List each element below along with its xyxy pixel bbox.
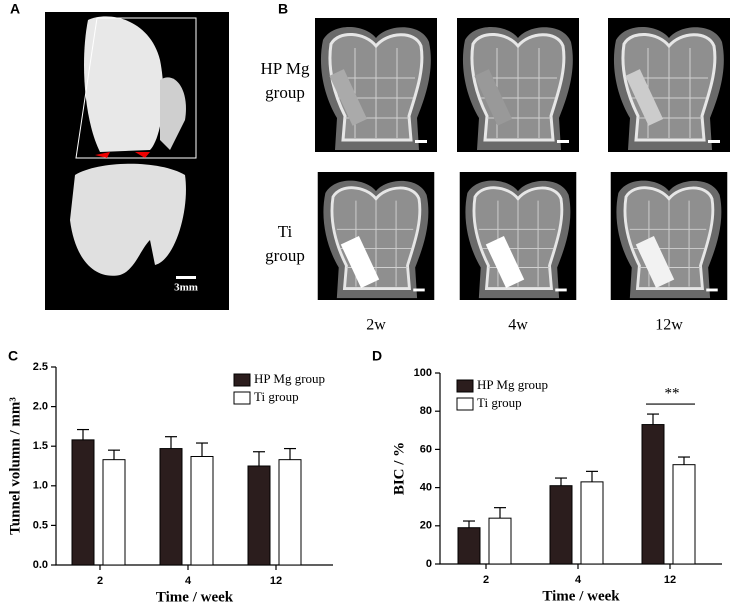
- row-label: group: [265, 83, 305, 102]
- implant: [635, 236, 675, 288]
- femur-render: [160, 77, 186, 150]
- implant: [485, 236, 525, 288]
- y-tick-label: 2.5: [33, 361, 48, 373]
- bar: [580, 481, 604, 565]
- implant: [625, 69, 664, 126]
- y-tick-label: 100: [414, 367, 432, 379]
- implant: [474, 69, 513, 126]
- femur-render: [84, 16, 164, 152]
- panel-label: B: [278, 1, 288, 17]
- y-tick-label: 40: [420, 482, 432, 494]
- marker: [95, 152, 150, 158]
- x-tick-label: 12: [270, 575, 282, 587]
- ct-image: [608, 17, 730, 153]
- bar: [278, 459, 302, 566]
- bar: [457, 527, 481, 565]
- bar: [102, 459, 126, 566]
- ct-image: [315, 17, 437, 153]
- x-tick-label: 4: [185, 575, 192, 587]
- y-tick-label: 20: [420, 520, 432, 532]
- legend-swatch: [233, 391, 251, 405]
- column-label: 2w: [366, 317, 386, 334]
- bar: [190, 455, 214, 566]
- column-label: 4w: [508, 317, 528, 334]
- bar: [549, 485, 573, 565]
- tibia-render: [70, 163, 186, 276]
- implant: [329, 69, 368, 126]
- legend-swatch: [233, 373, 251, 387]
- legend-label: HP Mg group: [254, 371, 325, 386]
- x-tick-label: 2: [483, 574, 489, 586]
- legend-swatch: [456, 397, 474, 411]
- bar: [672, 464, 696, 565]
- y-axis-label: Tunnel volumn / mm³: [7, 397, 23, 535]
- column-label: 12w: [655, 317, 683, 334]
- scale-bar: [176, 276, 196, 279]
- bar: [641, 424, 665, 565]
- row-label: Ti: [278, 222, 293, 241]
- y-tick-label: 2.0: [33, 401, 48, 413]
- panel-label: C: [8, 348, 18, 364]
- x-tick-label: 12: [664, 574, 676, 586]
- bar: [247, 465, 271, 566]
- ct-image: [457, 17, 579, 153]
- panel-label: D: [372, 348, 382, 364]
- significance-label: **: [665, 386, 680, 402]
- section-plane: [75, 17, 197, 159]
- y-tick-label: 0.0: [33, 559, 48, 571]
- row-label: group: [265, 246, 305, 265]
- legend-swatch: [456, 379, 474, 393]
- y-tick-label: 0: [426, 558, 432, 570]
- x-tick-label: 4: [575, 574, 582, 586]
- y-tick-label: 80: [420, 405, 432, 417]
- panel-label: A: [10, 1, 20, 17]
- legend-label: HP Mg group: [477, 377, 548, 392]
- bar: [488, 517, 512, 565]
- y-tick-label: 0.5: [33, 519, 48, 531]
- x-tick-label: 2: [97, 575, 103, 587]
- bar: [71, 439, 95, 566]
- y-tick-label: 60: [420, 443, 432, 455]
- y-tick-label: 1.0: [33, 480, 48, 492]
- y-axis-label: BIC / %: [391, 442, 407, 495]
- x-axis-label: Time / week: [542, 588, 620, 604]
- scale-bar-label: 3mm: [174, 282, 198, 294]
- legend-label: Ti group: [254, 389, 299, 404]
- implant: [340, 236, 380, 288]
- legend-label: Ti group: [477, 395, 522, 410]
- row-label: HP Mg: [261, 59, 310, 78]
- y-tick-label: 1.5: [33, 440, 48, 452]
- x-axis-label: Time / week: [156, 589, 234, 605]
- bar: [159, 448, 183, 566]
